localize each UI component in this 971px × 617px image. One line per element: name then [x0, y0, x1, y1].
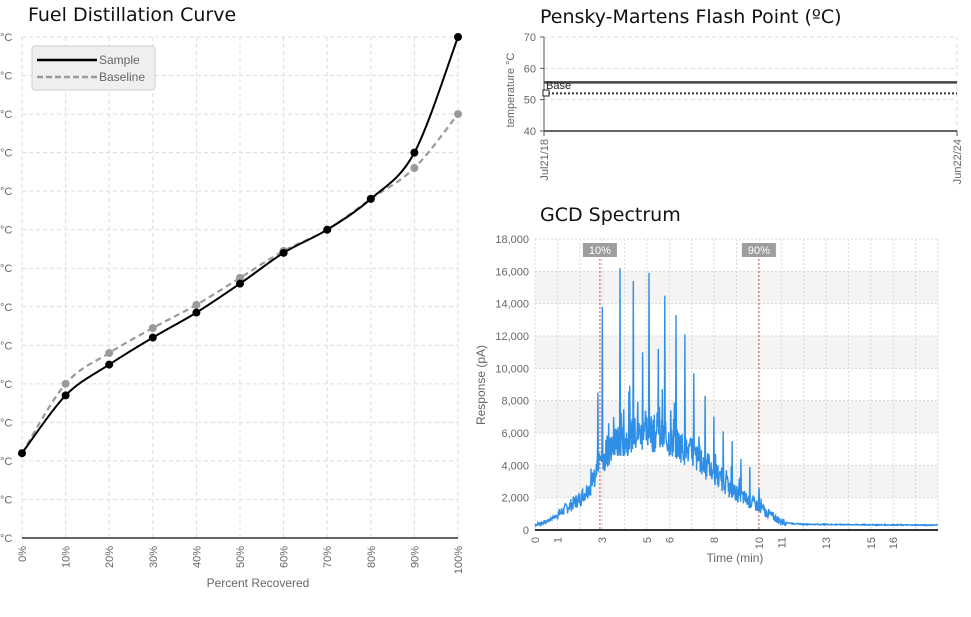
data-point-baseline [236, 273, 244, 282]
data-point-sample [410, 148, 419, 157]
x-tick-label: 60% [279, 546, 291, 568]
x-tick-label: 80% [366, 546, 378, 568]
y-tick-label: °C [0, 109, 12, 121]
legend-label-sample: Sample [99, 53, 140, 67]
y-tick-label: 2,000 [501, 493, 529, 505]
y-tick-label: °C [0, 263, 12, 275]
y-axis-label: temperature °C [505, 53, 517, 128]
x-tick-label: 1 [552, 537, 564, 543]
y-tick-label: °C [0, 379, 12, 391]
x-tick-label: 40% [191, 546, 203, 568]
legend-label-baseline: Baseline [99, 70, 145, 84]
y-axis-label: Response (pA) [474, 345, 488, 425]
x-tick-label: 10 [754, 537, 766, 549]
data-point-baseline [192, 300, 201, 309]
x-tick-label: 0% [17, 546, 29, 562]
x-tick-label: 90% [409, 546, 421, 568]
y-tick-label: °C [0, 225, 12, 237]
marker-label-90%: 90% [748, 245, 770, 257]
x-tick-label: Jun22/24 [952, 139, 964, 184]
y-tick-label: 6,000 [501, 428, 529, 440]
y-tick-label: 10,000 [495, 363, 529, 375]
flash-point-title: Pensky-Martens Flash Point (ºC) [540, 6, 842, 28]
marker-badge-10% [582, 243, 617, 257]
y-tick-label: °C [0, 32, 12, 44]
y-tick-label: 12,000 [495, 331, 529, 343]
y-tick-label: °C [0, 456, 12, 468]
gcd-signal-trace [534, 268, 939, 528]
y-tick-label: 18,000 [495, 234, 529, 246]
y-tick-label: °C [0, 340, 12, 352]
y-tick-label: °C [0, 186, 12, 198]
x-tick-label: 0 [530, 537, 542, 543]
x-tick-label: 13 [821, 537, 833, 549]
x-tick-label: 30% [148, 546, 160, 568]
data-point-sample [323, 225, 332, 234]
distillation-title: Fuel Distillation Curve [28, 4, 237, 26]
y-tick-label: °C [0, 533, 12, 545]
x-axis-label: Percent Recovered [207, 576, 310, 590]
marker-badge-90% [741, 243, 776, 257]
base-marker [542, 89, 550, 97]
y-tick-label: 8,000 [501, 396, 529, 408]
x-tick-label: 11 [776, 537, 788, 548]
data-point-sample [192, 308, 201, 317]
x-tick-label: 5 [642, 537, 654, 543]
data-point-sample [454, 33, 462, 41]
x-tick-label: 100% [453, 546, 465, 574]
data-point-baseline [148, 323, 157, 332]
y-tick-label: °C [0, 302, 12, 314]
data-point-baseline [454, 110, 462, 119]
data-point-baseline [61, 379, 70, 388]
base-annotation: Base [546, 80, 571, 92]
data-point-baseline [105, 349, 114, 358]
data-point-sample [279, 248, 288, 257]
legend-box [31, 45, 156, 91]
y-tick-label: °C [0, 148, 12, 160]
y-tick-label: 60 [524, 63, 536, 75]
data-point-sample [366, 194, 375, 203]
series-line-baseline [21, 113, 459, 454]
x-tick-label: Jul21/18 [539, 139, 551, 181]
data-point-sample [236, 279, 244, 288]
y-tick-label: °C [0, 417, 12, 429]
x-tick-label: 50% [235, 546, 247, 568]
data-point-baseline [410, 164, 419, 173]
y-tick-label: 40 [524, 126, 536, 138]
x-tick-label: 3 [597, 537, 609, 543]
x-tick-label: 20% [104, 546, 116, 568]
y-tick-label: 70 [524, 32, 536, 44]
series-line-sample [21, 36, 459, 454]
x-tick-label: 16 [888, 537, 900, 549]
x-tick-label: 70% [322, 546, 334, 568]
data-point-sample [18, 449, 26, 458]
x-tick-label: 6 [664, 537, 676, 543]
y-tick-label: °C [0, 71, 12, 83]
data-point-sample [105, 360, 114, 369]
x-tick-label: 15 [866, 537, 878, 549]
y-tick-label: °C [0, 494, 12, 506]
y-tick-label: 14,000 [495, 299, 529, 311]
data-point-sample [148, 333, 157, 342]
x-tick-label: 8 [709, 537, 721, 543]
y-tick-label: 0 [523, 525, 529, 537]
data-point-sample [61, 391, 70, 400]
marker-label-10%: 10% [589, 245, 611, 257]
y-tick-label: 16,000 [495, 266, 529, 278]
y-tick-label: 4,000 [501, 460, 529, 472]
x-axis-label: Time (min) [707, 551, 764, 565]
y-tick-label: 50 [524, 95, 536, 107]
gcd-title: GCD Spectrum [540, 204, 681, 226]
x-tick-label: 10% [61, 546, 73, 568]
